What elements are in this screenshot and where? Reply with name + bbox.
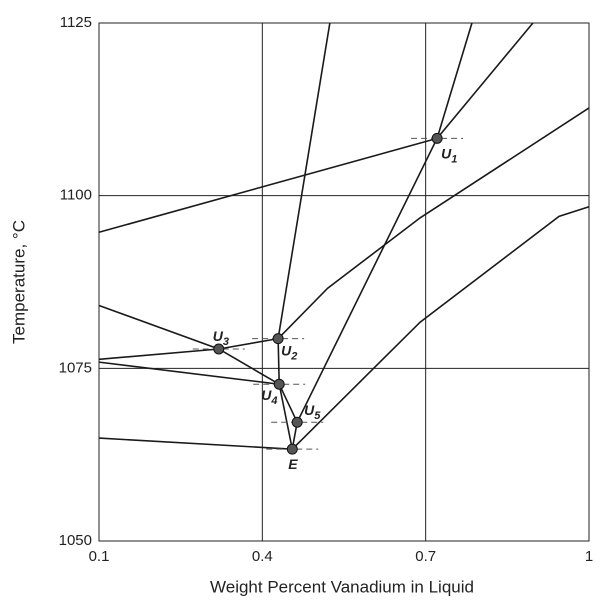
phase-line [98, 437, 293, 450]
phase-line [277, 22, 331, 339]
invariant-point [272, 333, 284, 345]
x-axis-title: Weight Percent Vanadium in Liquid [210, 577, 474, 596]
phase-line [296, 22, 473, 423]
x-tick-label: 1 [585, 548, 593, 565]
y-tick-label: 1125 [60, 14, 92, 31]
phase-line [98, 137, 438, 234]
invariant-point [213, 343, 225, 355]
x-tick-label: 0.7 [415, 548, 436, 565]
point-label: U5 [304, 402, 321, 422]
x-tick-label: 0.4 [252, 548, 273, 565]
y-tick-label: 1050 [59, 532, 92, 549]
invariant-point [291, 416, 303, 428]
point-label: U4 [261, 387, 277, 407]
point-label-main: U [304, 402, 315, 418]
phase-line [436, 22, 534, 139]
invariant-point [431, 132, 443, 144]
y-tick-label: 1100 [60, 187, 92, 204]
point-label: U1 [441, 145, 457, 165]
point-label: E [288, 456, 298, 472]
point-label-sub: 5 [314, 410, 321, 422]
point-label-sub: 1 [451, 153, 457, 165]
point-label-main: U [281, 342, 292, 358]
plot-frame [98, 22, 590, 542]
phase-line [291, 205, 590, 450]
point-label-main: U [213, 328, 224, 344]
point-label: U3 [213, 328, 229, 348]
point-label-main: U [441, 145, 452, 161]
point-label-main: E [288, 456, 298, 472]
x-tick-label: 0.1 [89, 548, 110, 565]
y-axis-title: Temperature, °C [9, 220, 28, 344]
phase-line [277, 107, 590, 340]
point-label-sub: 2 [290, 351, 297, 363]
invariant-point [286, 443, 298, 455]
point-label-sub: 4 [270, 395, 277, 407]
y-tick-label: 1075 [59, 359, 92, 376]
invariant-point [273, 378, 285, 390]
phase-line [98, 337, 279, 361]
point-label-main: U [261, 387, 272, 403]
point-label: U2 [281, 342, 297, 362]
point-label-sub: 3 [223, 336, 229, 348]
